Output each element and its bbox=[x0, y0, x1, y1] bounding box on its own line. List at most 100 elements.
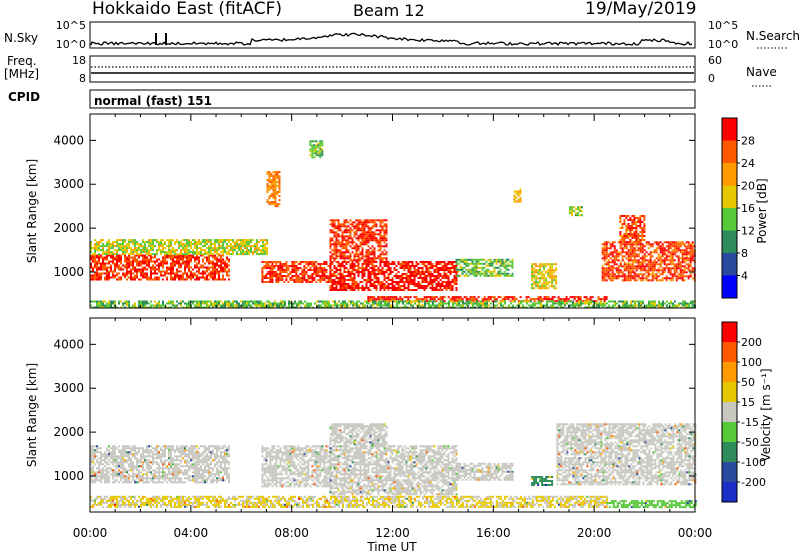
heatmap-cell bbox=[160, 243, 162, 246]
heatmap-cell bbox=[639, 241, 642, 243]
heatmap-cell bbox=[637, 233, 640, 235]
heatmap-cell bbox=[567, 298, 570, 301]
heatmap-cell bbox=[687, 275, 690, 278]
heatmap-cell bbox=[687, 251, 690, 254]
heatmap-cell bbox=[220, 247, 222, 250]
heatmap-cell bbox=[232, 253, 234, 256]
heatmap-cell bbox=[104, 253, 106, 256]
heatmap-cell bbox=[391, 261, 394, 263]
heatmap-cell bbox=[329, 287, 332, 289]
heatmap-cell bbox=[265, 261, 268, 263]
heatmap-cell bbox=[638, 300, 640, 303]
heatmap-cell bbox=[411, 275, 414, 277]
heatmap-cell bbox=[218, 270, 220, 273]
heatmap-cell bbox=[317, 275, 320, 277]
heatmap-cell bbox=[578, 304, 580, 307]
heatmap-cell bbox=[629, 227, 632, 229]
heatmap-cell bbox=[122, 239, 124, 242]
heatmap-cell bbox=[343, 261, 346, 263]
heatmap-cell bbox=[351, 285, 354, 287]
heatmap-cell bbox=[637, 275, 640, 278]
heatmap-cell bbox=[188, 239, 190, 242]
heatmap-cell bbox=[646, 304, 648, 307]
heatmap-cell bbox=[268, 179, 271, 182]
heatmap-cell bbox=[383, 261, 386, 263]
heatmap-cell bbox=[655, 241, 658, 244]
heatmap-cell bbox=[393, 269, 396, 271]
heatmap-cell bbox=[679, 265, 682, 268]
heatmap-cell bbox=[479, 274, 482, 277]
heatmap-cell bbox=[226, 266, 228, 269]
heatmap-cell bbox=[367, 271, 370, 273]
heatmap-cell bbox=[353, 269, 356, 271]
heatmap-cell bbox=[295, 265, 298, 267]
heatmap-cell bbox=[170, 266, 172, 269]
heatmap-cell bbox=[321, 273, 324, 275]
heatmap-cell bbox=[352, 304, 354, 307]
heatmap-cell bbox=[615, 249, 618, 252]
heatmap-cell bbox=[449, 298, 452, 301]
heatmap-cell bbox=[224, 278, 226, 281]
heatmap-cell bbox=[445, 281, 448, 283]
heatmap-cell bbox=[188, 251, 190, 254]
heatmap-cell bbox=[329, 289, 332, 291]
heatmap-cell bbox=[333, 243, 336, 246]
heatmap-cell bbox=[635, 225, 638, 227]
heatmap-cell bbox=[491, 296, 494, 299]
heatmap-cell bbox=[341, 285, 344, 287]
heatmap-cell bbox=[641, 259, 644, 262]
heatmap-cell bbox=[228, 239, 230, 242]
heatmap-cell bbox=[295, 271, 298, 273]
heatmap-cell bbox=[379, 231, 382, 234]
heatmap-cell bbox=[399, 263, 402, 265]
heatmap-cell bbox=[277, 279, 280, 281]
heatmap-cell bbox=[369, 247, 372, 250]
heatmap-cell bbox=[671, 249, 674, 252]
heatmap-cell bbox=[337, 277, 340, 279]
heatmap-cell bbox=[611, 261, 614, 264]
heatmap-cell bbox=[423, 279, 426, 281]
heatmap-cell bbox=[383, 298, 386, 301]
heatmap-cell bbox=[563, 300, 566, 303]
heatmap-cell bbox=[575, 212, 577, 215]
heatmap-cell bbox=[432, 300, 434, 303]
heatmap-cell bbox=[443, 267, 446, 269]
heatmap-cell bbox=[186, 253, 188, 256]
heatmap-cell bbox=[615, 255, 618, 258]
heatmap-cell bbox=[625, 229, 628, 231]
heatmap-cell bbox=[679, 249, 682, 252]
heatmap-cell bbox=[164, 258, 166, 261]
heatmap-cell bbox=[347, 221, 350, 224]
heatmap-cell bbox=[271, 269, 274, 271]
heatmap-cell bbox=[216, 268, 218, 271]
heatmap-cell bbox=[637, 243, 640, 246]
heatmap-cell bbox=[375, 223, 378, 226]
heatmap-cell bbox=[661, 255, 664, 258]
heatmap-cell bbox=[370, 300, 372, 303]
heatmap-cell bbox=[483, 274, 486, 277]
heatmap-cell bbox=[307, 281, 310, 283]
heatmap-cell bbox=[365, 269, 368, 271]
heatmap-cell bbox=[557, 298, 560, 301]
heatmap-cell bbox=[146, 253, 148, 256]
heatmap-cell bbox=[266, 251, 268, 254]
heatmap-cell bbox=[421, 271, 424, 273]
heatmap-cell bbox=[365, 223, 368, 226]
heatmap-cell bbox=[162, 302, 164, 305]
heatmap-cell bbox=[381, 221, 384, 224]
heatmap-cell bbox=[307, 275, 310, 277]
heatmap-cell bbox=[335, 225, 338, 228]
heatmap-cell bbox=[451, 287, 454, 289]
heatmap-cell bbox=[681, 261, 684, 264]
heatmap-cell bbox=[477, 262, 480, 265]
heatmap-cell bbox=[429, 273, 432, 275]
heatmap-cell bbox=[339, 281, 342, 283]
heatmap-cell bbox=[365, 239, 368, 242]
heatmap-cell bbox=[381, 287, 384, 289]
heatmap-cell bbox=[126, 249, 128, 252]
heatmap-cell bbox=[256, 239, 258, 242]
heatmap-cell bbox=[102, 264, 104, 267]
heatmap-cell bbox=[188, 274, 190, 277]
heatmap-cell bbox=[361, 235, 364, 238]
heatmap-cell bbox=[335, 239, 338, 242]
